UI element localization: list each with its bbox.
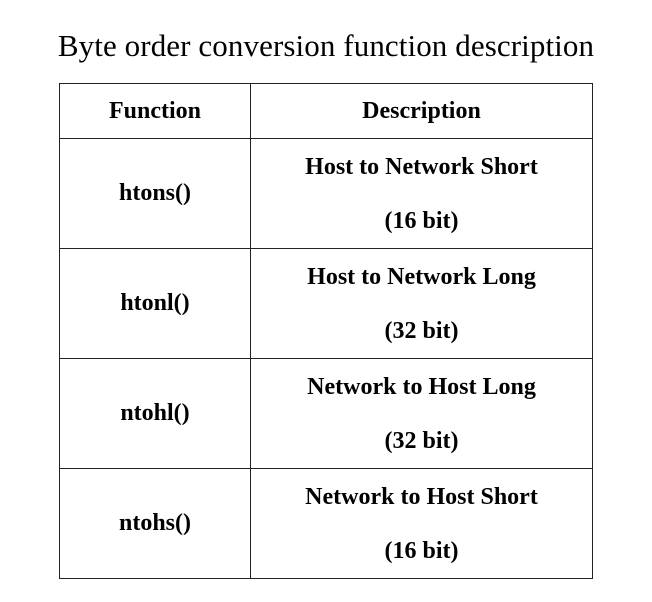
description-cell: Host to Network Long (32 bit) (250, 248, 593, 359)
function-cell: ntohs() (59, 468, 251, 579)
bit-width-text: (16 bit) (384, 207, 459, 234)
table-row: htons() Host to Network Short (16 bit) (59, 138, 593, 249)
bit-width-text: (32 bit) (384, 427, 459, 454)
header-description: Description (250, 83, 593, 139)
table-row: ntohl() Network to Host Long (32 bit) (59, 358, 593, 469)
description-cell: Host to Network Short (16 bit) (250, 138, 593, 249)
table-row: htonl() Host to Network Long (32 bit) (59, 248, 593, 359)
header-function: Function (59, 83, 251, 139)
function-cell: htonl() (59, 248, 251, 359)
description-text: Network to Host Short (305, 483, 538, 510)
bit-width-text: (16 bit) (384, 537, 459, 564)
description-cell: Network to Host Long (32 bit) (250, 358, 593, 469)
bit-width-text: (32 bit) (384, 317, 459, 344)
byte-order-table: Function Description htons() Host to Net… (59, 83, 593, 579)
function-cell: ntohl() (59, 358, 251, 469)
description-text: Network to Host Long (307, 373, 536, 400)
description-text: Host to Network Long (307, 263, 536, 290)
table-header-row: Function Description (59, 83, 593, 139)
description-cell: Network to Host Short (16 bit) (250, 468, 593, 579)
function-cell: htons() (59, 138, 251, 249)
description-text: Host to Network Short (305, 153, 538, 180)
table-row: ntohs() Network to Host Short (16 bit) (59, 468, 593, 579)
table-caption: Byte order conversion function descripti… (57, 28, 595, 63)
